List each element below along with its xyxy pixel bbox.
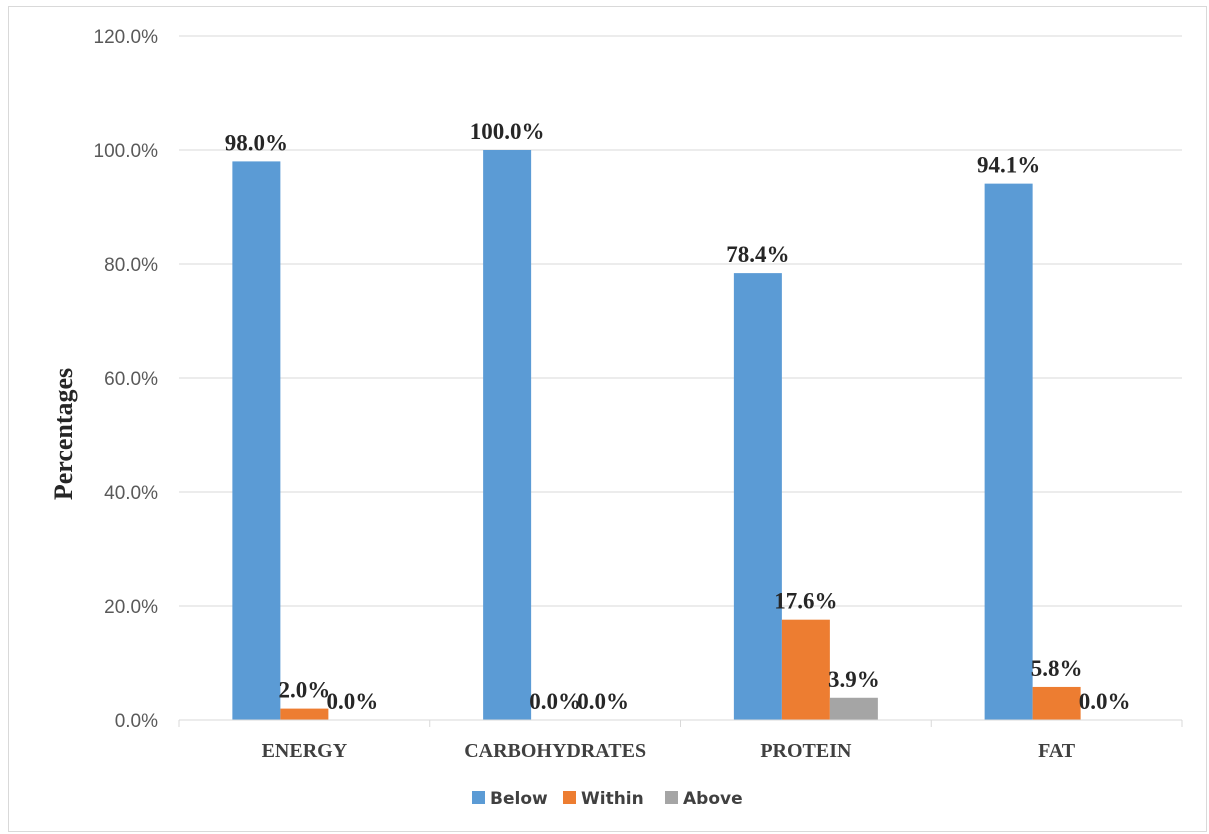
bar-below-energy	[232, 161, 281, 720]
legend-swatch-above	[665, 791, 678, 804]
bar-within-energy	[280, 708, 329, 720]
data-label: 0.0%	[577, 689, 629, 714]
legend-label: Above	[683, 789, 743, 809]
data-label: 94.1%	[977, 153, 1040, 178]
x-tick-label: CARBOHYDRATES	[464, 740, 646, 762]
data-label: 78.4%	[726, 242, 789, 267]
x-tick-label: ENERGY	[262, 740, 348, 762]
y-tick-label: 0.0%	[115, 711, 158, 732]
data-label: 98.0%	[225, 130, 288, 155]
legend-swatch-within	[563, 791, 576, 804]
y-axis-label: Percentages	[49, 368, 78, 500]
data-label: 5.8%	[1031, 656, 1083, 681]
y-tick-label: 80.0%	[104, 255, 158, 276]
data-label: 3.9%	[828, 667, 880, 692]
legend: Below Within Above	[472, 789, 743, 809]
data-label: 100.0%	[470, 119, 545, 144]
data-label: 0.0%	[327, 689, 379, 714]
x-tick-label: PROTEIN	[760, 740, 852, 762]
data-label: 0.0%	[1079, 689, 1131, 714]
y-tick-label: 20.0%	[104, 597, 158, 618]
bar-below-protein	[733, 273, 782, 720]
legend-swatch-below	[472, 791, 485, 804]
data-label: 0.0%	[529, 689, 581, 714]
bars	[232, 150, 1081, 720]
bar-below-carbohydrates	[483, 150, 532, 720]
data-label: 2.0%	[279, 678, 331, 703]
data-label: 17.6%	[774, 589, 837, 614]
legend-label: Below	[490, 789, 548, 809]
bar-within-protein	[781, 619, 830, 720]
legend-label: Within	[581, 789, 644, 809]
bar-within-fat	[1032, 686, 1081, 720]
y-tick-label: 120.0%	[94, 27, 159, 48]
data-labels: 98.0%2.0%0.0%100.0%0.0%0.0%78.4%17.6%3.9…	[225, 119, 1131, 714]
y-tick-label: 40.0%	[104, 483, 158, 504]
x-tick-label: FAT	[1038, 740, 1076, 762]
bar-above-protein	[829, 697, 878, 720]
y-tick-label: 60.0%	[104, 369, 158, 390]
x-axis: ENERGY CARBOHYDRATES PROTEIN FAT	[178, 719, 1183, 762]
y-tick-label: 100.0%	[94, 141, 159, 162]
y-axis-ticks: 0.0% 20.0% 40.0% 60.0% 80.0% 100.0% 120.0%	[94, 27, 159, 732]
bar-below-fat	[984, 183, 1033, 720]
